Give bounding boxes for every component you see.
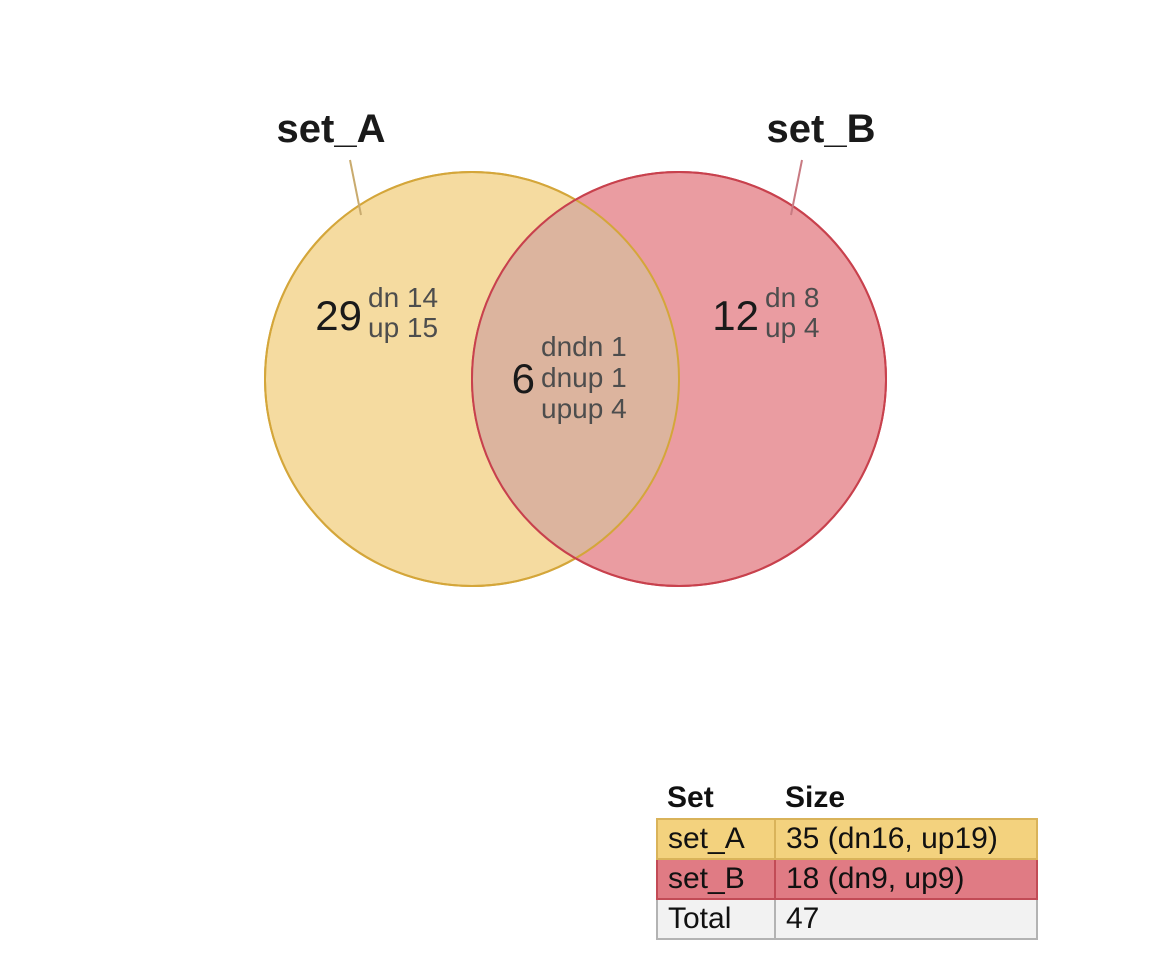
both-line-3: upup 4 (541, 393, 627, 424)
set-a-leader-line (349, 159, 362, 216)
both-line-2: dnup 1 (541, 362, 627, 393)
b-only-count: 12 (712, 292, 759, 339)
a-only-count: 29 (315, 292, 362, 339)
both-count: 6 (512, 355, 535, 402)
legend-row-set-b: set_B 18 (dn9, up9) (656, 858, 1038, 900)
legend-size-cell: 18 (dn9, up9) (774, 858, 1038, 900)
a-only-line-1: dn 14 (368, 282, 438, 313)
set-a-title: set_A (277, 107, 386, 151)
legend-size-cell: 47 (774, 898, 1038, 940)
set-a-outline (264, 171, 680, 587)
set-b-title: set_B (767, 107, 876, 151)
legend-row-set-a: set_A 35 (dn16, up19) (656, 818, 1038, 860)
legend-size-cell: 35 (dn16, up19) (774, 818, 1038, 860)
legend-header-set: Set (667, 781, 714, 814)
b-only-line-1: dn 8 (765, 282, 820, 313)
legend-row-total: Total 47 (656, 898, 1038, 940)
legend-header-row: Set Size (657, 780, 1037, 819)
legend-set-cell: set_A (656, 818, 776, 860)
b-only-line-2: up 4 (765, 312, 820, 343)
legend-table: Set Size set_A 35 (dn16, up19) set_B 18 … (656, 780, 1038, 940)
set-b-outline (471, 171, 887, 587)
a-only-line-2: up 15 (368, 312, 438, 343)
overlap-region (472, 172, 679, 586)
both-line-1: dndn 1 (541, 331, 627, 362)
set-b-leader-line (790, 159, 803, 216)
legend-set-cell: set_B (656, 858, 776, 900)
legend-header-size: Size (785, 781, 846, 814)
legend-set-cell: Total (656, 898, 776, 940)
